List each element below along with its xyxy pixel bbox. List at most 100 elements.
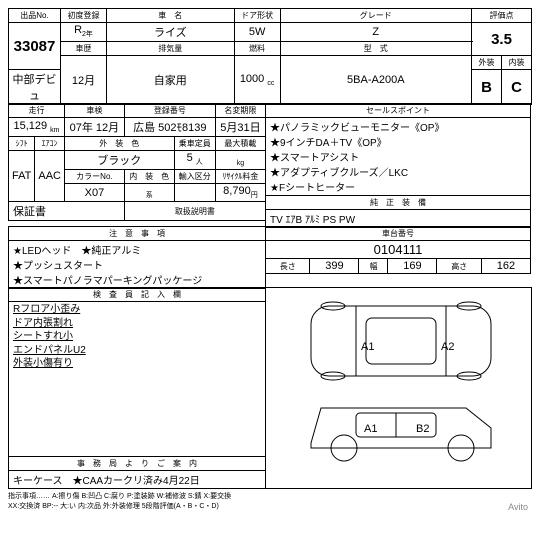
lot-no: 33087 <box>9 23 61 70</box>
import <box>174 184 215 202</box>
len: 399 <box>310 259 359 274</box>
grade-label: グレード <box>280 9 471 23</box>
odo-cell: 15,129 km <box>9 118 65 137</box>
wid: 169 <box>388 259 437 274</box>
cap-cell: 5 人 <box>174 151 215 170</box>
len-label: 長さ <box>266 259 310 274</box>
office-table: 事 務 局 よ り ご 案 内 キーケース ★CAAカークリ済み4月22日 <box>8 456 266 489</box>
inspector-label: 検 査 員 記 入 欄 <box>9 288 266 302</box>
legend1: 指示事項…… A:擦り傷 B:凹凸 C:腐り P:塗装跡 W:補修波 S:錆 X… <box>8 491 532 501</box>
damage-mark: A1 <box>361 341 374 353</box>
cap-label: 乗車定員 <box>174 137 215 151</box>
odo: 15,129 <box>13 120 47 132</box>
oem-equip: TV ｴｱB ｱﾙﾐ PS PW <box>266 210 531 228</box>
recycle-label: ﾘｻｲｸﾙ料金 <box>215 170 265 184</box>
car-svg: A1 A2 A1 B2 <box>266 288 531 485</box>
import-label: 輸入区分 <box>174 170 215 184</box>
change-label: 名変期限 <box>215 104 265 118</box>
color-no: X07 <box>64 184 124 202</box>
salespoint-table: セールスポイント ★パノラミックビューモニター《OP》 ★9インチDA＋TV《O… <box>265 103 531 228</box>
ext-label: 外装 <box>472 56 502 70</box>
chassis-table: 車台番号 0104111 長さ 399 幅 169 高さ 162 <box>265 226 531 274</box>
notes-item: ★プッシュスタート <box>13 257 262 272</box>
inspector-table: 検 査 員 記 入 欄 Rフロア小歪み ドア内張割れ シートすれ小 エンドパネル… <box>8 287 266 457</box>
inspect: 07年 12月 <box>64 118 124 137</box>
damage-mark: A2 <box>441 341 454 353</box>
int-score: C <box>502 70 532 105</box>
inspector-item: エンドパネルU2 <box>13 344 262 358</box>
ac: AAC <box>35 151 65 202</box>
ext-score: B <box>472 70 502 105</box>
era-cell: R2年 <box>61 23 107 42</box>
inspect-label: 車検 <box>64 104 124 118</box>
score-label: 評価点 <box>472 9 532 23</box>
chassis-no: 0104111 <box>266 241 531 259</box>
manual-label: 取扱説明書 <box>124 202 265 221</box>
era: R <box>74 24 82 36</box>
odo-label: 走行 <box>9 104 65 118</box>
details-table: 走行 車検 登録番号 名変期限 15,129 km 07年 12月 広島 502… <box>8 103 266 221</box>
header-table: 出品No. 初度登録 車 名 ドア形状 グレード 評価点 33087 R2年 ラ… <box>8 8 532 105</box>
shift: FAT <box>9 151 35 202</box>
shift-label: ｼﾌﾄ <box>9 137 35 151</box>
oem-label: 純 正 装 備 <box>266 196 531 210</box>
sales-item: ★パノラミックビューモニター《OP》 <box>270 119 527 134</box>
colorno-label: カラーNo. <box>64 170 124 184</box>
carname-label: 車 名 <box>107 9 235 23</box>
score: 3.5 <box>472 23 532 56</box>
car-name: ライズ <box>107 23 235 42</box>
type-code: 5BA-A200A <box>280 56 471 105</box>
history: 自家用 <box>107 56 235 105</box>
firstreg-label: 初度登録 <box>61 9 107 23</box>
damage-diagram: A1 A2 A1 B2 <box>265 287 532 489</box>
sales-points: ★パノラミックビューモニター《OP》 ★9インチDA＋TV《OP》 ★スマートア… <box>266 118 531 196</box>
sales-item: ★Fシートヒーター <box>270 179 527 194</box>
ext-color: ブラック <box>64 151 174 170</box>
ac-label: ｴｱｺﾝ <box>35 137 65 151</box>
wid-label: 幅 <box>359 259 388 274</box>
intcol-cell: 系 <box>124 184 174 202</box>
legend2: XX:交換済 BP:-- 大:い 内:次品 外:外装修理 5段階評価(A・B・C… <box>8 501 532 511</box>
intcol-label: 内 装 色 <box>124 170 174 184</box>
office-text: キーケース ★CAAカークリ済み4月22日 <box>9 471 266 489</box>
fuel-label: 燃料 <box>234 42 280 56</box>
regno: 広島 502ﾓ8139 <box>124 118 215 137</box>
dealer: 中部デビュ <box>9 70 61 105</box>
lot-label: 出品No. <box>9 9 61 23</box>
damage-mark: A1 <box>364 423 377 435</box>
auction-sheet: 出品No. 初度登録 車 名 ドア形状 グレード 評価点 33087 R2年 ラ… <box>8 8 532 511</box>
grade: Z <box>280 23 471 42</box>
extcol-label: 外 装 色 <box>64 137 174 151</box>
hgt-label: 高さ <box>437 259 481 274</box>
inspector-body: Rフロア小歪み ドア内張割れ シートすれ小 エンドパネルU2 外装小傷有り <box>9 302 266 457</box>
load-cell: kg <box>215 151 265 170</box>
warranty: 保証書 <box>9 202 125 221</box>
sales-item: ★アダプティブクルーズ／LKC <box>270 164 527 179</box>
inspector-item: ドア内張割れ <box>13 317 262 331</box>
recycle-cell: 8,790円 <box>215 184 265 202</box>
sales-item: ★9インチDA＋TV《OP》 <box>270 134 527 149</box>
sales-label: セールスポイント <box>266 104 531 118</box>
notes-item: ★LEDヘッド ★純正アルミ <box>13 242 262 257</box>
disp-cell: 1000 cc <box>234 56 280 105</box>
sales-item: ★スマートアシスト <box>270 149 527 164</box>
type-label: 型 式 <box>280 42 471 56</box>
notes-body: ★LEDヘッド ★純正アルミ ★プッシュスタート ★スマートパノラマパーキングパ… <box>9 241 266 289</box>
int-label: 内装 <box>502 56 532 70</box>
notes-label: 注 意 事 項 <box>9 227 266 241</box>
inspector-item: Rフロア小歪み <box>13 303 262 317</box>
inspector-item: シートすれ小 <box>13 330 262 344</box>
year-month: 12月 <box>61 56 107 105</box>
damage-mark: B2 <box>416 423 429 435</box>
door-shape: 5W <box>234 23 280 42</box>
regno-label: 登録番号 <box>124 104 215 118</box>
notes-item: ★スマートパノラマパーキングパッケージ <box>13 272 262 287</box>
disp: 1000 <box>240 73 264 85</box>
inspector-item: 外装小傷有り <box>13 357 262 371</box>
disp-unit: cc <box>267 80 274 87</box>
year-label: 車歴 <box>61 42 107 56</box>
hgt: 162 <box>481 259 530 274</box>
change-date: 5月31日 <box>215 118 265 137</box>
office-label: 事 務 局 よ り ご 案 内 <box>9 457 266 471</box>
notes-table: 注 意 事 項 ★LEDヘッド ★純正アルミ ★プッシュスタート ★スマートパノ… <box>8 226 266 289</box>
